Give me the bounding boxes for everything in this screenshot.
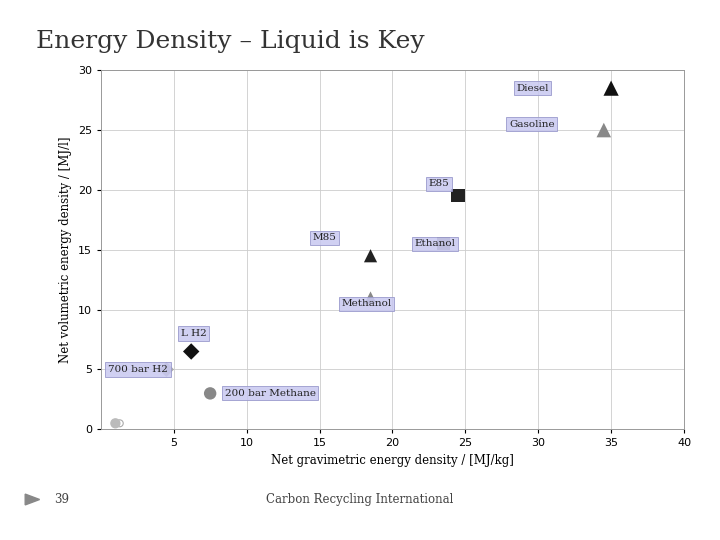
Text: Carbon Recycling International: Carbon Recycling International xyxy=(266,493,454,506)
Point xyxy=(365,293,377,302)
Point xyxy=(452,192,464,200)
Text: E85: E85 xyxy=(429,179,449,188)
Point xyxy=(438,239,449,248)
Point xyxy=(114,419,125,428)
Point xyxy=(598,126,610,134)
Text: Methanol: Methanol xyxy=(341,299,392,308)
Text: Batteries: Batteries xyxy=(0,539,1,540)
Text: L H2: L H2 xyxy=(181,329,207,338)
X-axis label: Net gravimetric energy density / [MJ/kg]: Net gravimetric energy density / [MJ/kg] xyxy=(271,454,514,467)
Y-axis label: Net volumetric energy density / [MJ/l]: Net volumetric energy density / [MJ/l] xyxy=(59,137,72,363)
Point xyxy=(161,365,172,374)
Text: Gasoline: Gasoline xyxy=(509,119,554,129)
Text: Diesel: Diesel xyxy=(516,84,549,93)
Text: Energy Density – Liquid is Key: Energy Density – Liquid is Key xyxy=(36,30,425,53)
Point xyxy=(186,347,197,356)
Text: Ethanol: Ethanol xyxy=(414,239,455,248)
Text: 39: 39 xyxy=(54,493,69,506)
Text: 700 bar H2: 700 bar H2 xyxy=(108,365,168,374)
Point xyxy=(365,252,377,260)
Text: 200 bar Methane: 200 bar Methane xyxy=(225,389,316,398)
Point xyxy=(204,389,216,397)
Point xyxy=(109,419,121,428)
Point xyxy=(109,419,121,428)
Point xyxy=(606,84,617,92)
Text: M85: M85 xyxy=(312,233,336,242)
